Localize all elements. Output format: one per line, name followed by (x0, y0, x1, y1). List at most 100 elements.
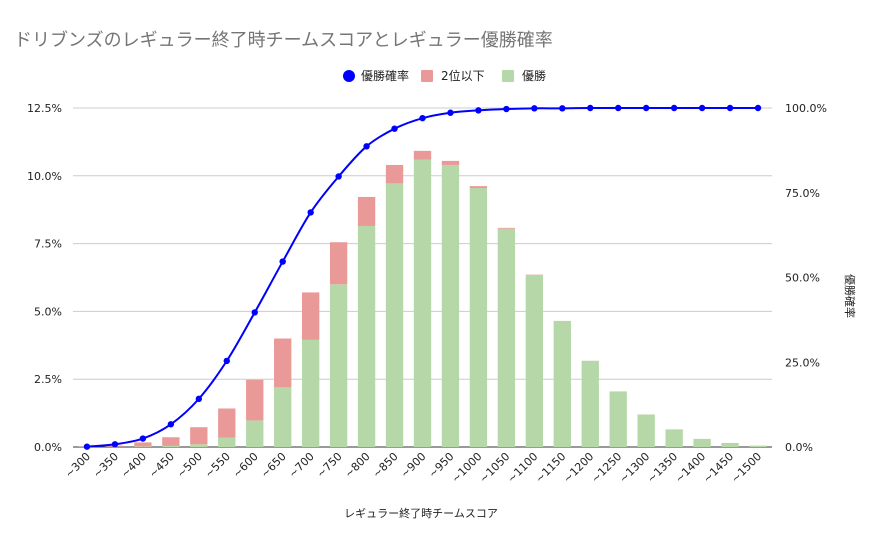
x-tick-label: ~1400 (673, 450, 709, 486)
x-tick-label: ~600 (230, 450, 261, 481)
bar-win (134, 446, 152, 447)
bar-second-or-lower (162, 437, 180, 446)
bar-second-or-lower (274, 338, 292, 388)
right-tick-label: 100.0% (785, 102, 827, 115)
x-tick-label: ~800 (342, 450, 373, 481)
legend-marker-win (502, 70, 514, 82)
win-probability-point (111, 441, 119, 448)
x-tick-label: ~750 (314, 450, 345, 481)
bar-win (413, 159, 432, 447)
bar-second-or-lower (301, 292, 320, 340)
win-probability-point (195, 395, 203, 403)
left-tick-label: 12.5% (27, 102, 62, 115)
bar-win (190, 444, 208, 447)
bar-second-or-lower (413, 150, 432, 160)
x-tick-label: ~1300 (617, 450, 653, 486)
right-axis-title: 優勝確率 (843, 274, 857, 318)
bar-win (693, 438, 711, 447)
bar-win (637, 414, 655, 447)
bar-second-or-lower (246, 379, 264, 421)
left-tick-label: 7.5% (34, 238, 62, 251)
win-probability-point (615, 104, 622, 112)
win-probability-point (642, 104, 650, 112)
bar-win (525, 274, 544, 447)
left-tick-label: 2.5% (34, 373, 62, 386)
bar-win (497, 228, 516, 447)
right-tick-label: 0.0% (785, 441, 813, 454)
bar-win (301, 339, 320, 447)
win-probability-point (335, 173, 342, 180)
left-tick-label: 10.0% (27, 170, 62, 183)
bar-win (441, 164, 460, 447)
win-probability-point (503, 105, 510, 113)
bar-win (469, 188, 488, 447)
bar-win (609, 391, 627, 447)
bar-win (581, 360, 599, 447)
legend-marker-second-or-lower (421, 70, 433, 82)
win-probability-point (279, 258, 286, 265)
bar-win (385, 183, 404, 447)
x-tick-label: ~1100 (505, 450, 541, 486)
bar-win (246, 420, 264, 447)
x-tick-label: ~400 (118, 450, 149, 481)
bar-second-or-lower (190, 427, 208, 445)
x-tick-label: ~650 (258, 450, 289, 481)
x-tick-label: ~1500 (729, 450, 765, 486)
win-probability-point (307, 209, 314, 216)
left-axis-ticks: 0.0% 2.5% 5.0% 7.5% 10.0% 12.5% (27, 102, 62, 454)
bar-second-or-lower (441, 160, 460, 165)
win-probability-point (419, 114, 426, 122)
x-tick-label: ~350 (91, 450, 122, 481)
legend-label-win-probability: 優勝確率 (361, 68, 409, 83)
win-probability-point (83, 443, 91, 450)
x-axis-ticks: ~300~350~400~450~500~550~600~650~700~750… (63, 450, 765, 486)
win-probability-point (587, 104, 594, 112)
win-probability-point (363, 143, 370, 150)
x-tick-label: ~300 (63, 450, 94, 481)
bar-win (749, 445, 767, 447)
bar-win (553, 320, 571, 447)
left-tick-label: 0.0% (34, 441, 62, 454)
win-probability-line (83, 104, 762, 450)
x-tick-label: ~1200 (561, 450, 597, 486)
x-tick-label: ~700 (286, 450, 317, 481)
x-tick-label: ~450 (146, 450, 177, 481)
bar-win (357, 225, 376, 447)
x-tick-label: ~1250 (589, 450, 625, 486)
right-tick-label: 50.0% (785, 272, 820, 285)
right-tick-label: 25.0% (785, 356, 820, 369)
win-probability-point (559, 105, 566, 112)
win-probability-point (670, 104, 678, 112)
bar-second-or-lower (385, 164, 404, 184)
win-probability-point (391, 125, 398, 132)
legend-label-win: 優勝 (522, 68, 546, 83)
win-probability-point (167, 421, 175, 428)
win-probability-point (726, 104, 734, 112)
win-probability-point (139, 435, 147, 442)
x-tick-label: ~550 (202, 450, 233, 481)
legend-marker-win-probability (343, 70, 355, 82)
bar-win (665, 429, 683, 447)
legend: 優勝確率 2位以下 優勝 (343, 68, 546, 83)
win-probability-point (251, 309, 258, 316)
x-tick-label: ~1450 (701, 450, 737, 486)
win-probability-point (475, 107, 482, 114)
x-tick-label: ~850 (370, 450, 401, 481)
bar-win (162, 445, 180, 447)
win-probability-point (531, 105, 538, 112)
x-tick-label: ~1350 (645, 450, 681, 486)
x-tick-label: ~1150 (533, 450, 569, 486)
x-tick-label: ~500 (174, 450, 205, 481)
left-tick-label: 5.0% (34, 305, 62, 318)
right-tick-label: 75.0% (785, 187, 820, 200)
bar-second-or-lower (134, 442, 152, 447)
win-probability-point (223, 357, 230, 365)
win-probability-point (754, 104, 762, 112)
legend-label-second-or-lower: 2位以下 (441, 68, 485, 83)
bar-win (329, 284, 348, 447)
win-probability-point (447, 109, 454, 116)
bar-second-or-lower (329, 242, 348, 285)
right-axis-ticks: 0.0% 25.0% 50.0% 75.0% 100.0% (785, 102, 827, 454)
